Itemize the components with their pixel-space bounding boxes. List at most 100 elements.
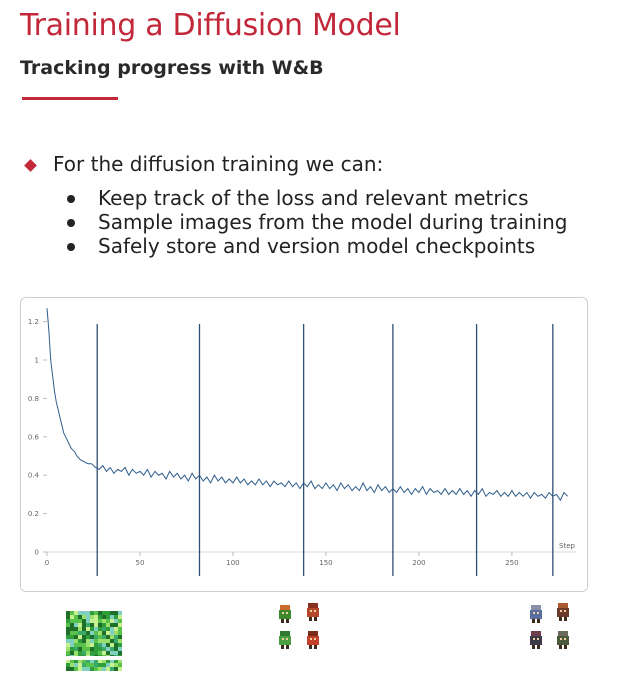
noise-pixel bbox=[78, 643, 82, 647]
noise-pixel bbox=[102, 647, 106, 651]
sub-bullet-text: Safely store and version model checkpoin… bbox=[98, 234, 536, 258]
sprite-character bbox=[280, 631, 290, 636]
sprite-character bbox=[532, 645, 535, 649]
sprite-character bbox=[530, 610, 542, 619]
slide-title: Training a Diffusion Model bbox=[20, 8, 401, 43]
noise-pixel bbox=[82, 667, 86, 671]
loss-series-line bbox=[46, 308, 569, 502]
noise-pixel bbox=[114, 643, 118, 647]
noise-pixel bbox=[78, 659, 82, 663]
noise-pixel bbox=[118, 631, 122, 635]
noise-pixel bbox=[78, 651, 82, 655]
noise-pixel bbox=[86, 615, 90, 619]
noise-pixel bbox=[114, 619, 118, 623]
sprite-character bbox=[309, 617, 312, 621]
noise-pixel bbox=[114, 623, 118, 627]
sprite-character bbox=[560, 638, 562, 640]
noise-pixel bbox=[102, 615, 106, 619]
sprite-character bbox=[314, 638, 316, 640]
noise-pixel bbox=[106, 631, 110, 635]
noise-pixel bbox=[66, 615, 70, 619]
noise-pixel bbox=[74, 639, 78, 643]
noise-pixel bbox=[110, 619, 114, 623]
sprite-character bbox=[314, 645, 317, 649]
noise-pixel bbox=[114, 639, 118, 643]
noise-pixel bbox=[90, 627, 94, 631]
noise-pixel bbox=[66, 643, 70, 647]
x-axis-label: Step bbox=[559, 542, 575, 550]
noise-pixel bbox=[106, 667, 110, 671]
sprite-character bbox=[532, 619, 535, 623]
noise-pixel bbox=[78, 647, 82, 651]
noise-pixel bbox=[110, 643, 114, 647]
noise-pixel bbox=[114, 635, 118, 639]
noise-pixel bbox=[74, 659, 78, 663]
noise-pixel bbox=[70, 615, 74, 619]
sprite-character bbox=[286, 645, 289, 649]
noise-pixel bbox=[82, 635, 86, 639]
sprite-character bbox=[537, 638, 539, 640]
noise-pixel bbox=[106, 647, 110, 651]
noise-pixel bbox=[94, 663, 98, 667]
video-progress-fill bbox=[0, 656, 633, 660]
sprite-character bbox=[564, 638, 566, 640]
noise-pixel bbox=[94, 643, 98, 647]
noise-pixel bbox=[82, 623, 86, 627]
sprite-character bbox=[564, 610, 566, 612]
noise-pixel bbox=[82, 631, 86, 635]
noise-pixel bbox=[102, 611, 106, 615]
noise-pixel bbox=[114, 631, 118, 635]
noise-pixel bbox=[110, 663, 114, 667]
list-item: Safely store and version model checkpoin… bbox=[58, 234, 578, 258]
noise-pixel bbox=[82, 659, 86, 663]
y-tick-label: 0.4 bbox=[28, 472, 40, 480]
noise-pixel bbox=[114, 615, 118, 619]
noise-pixel bbox=[90, 631, 94, 635]
noise-pixel bbox=[86, 651, 90, 655]
noise-pixel bbox=[102, 619, 106, 623]
noise-pixel bbox=[78, 619, 82, 623]
video-progress-bar[interactable] bbox=[0, 656, 633, 660]
noise-pixel bbox=[70, 627, 74, 631]
noise-pixel bbox=[102, 643, 106, 647]
noise-pixel bbox=[110, 627, 114, 631]
sprite-character bbox=[314, 610, 316, 612]
noise-pixel bbox=[82, 647, 86, 651]
noise-pixel bbox=[118, 635, 122, 639]
noise-pixel bbox=[90, 659, 94, 663]
noise-pixel bbox=[110, 635, 114, 639]
noise-pixel bbox=[110, 647, 114, 651]
noise-pixel bbox=[102, 659, 106, 663]
noise-pixel bbox=[114, 659, 118, 663]
x-tick-label: 50 bbox=[136, 559, 145, 567]
y-tick-label: 1 bbox=[35, 357, 39, 365]
noise-pixel bbox=[118, 647, 122, 651]
y-tick-label: 1.2 bbox=[28, 318, 39, 326]
sprite-character bbox=[557, 608, 569, 617]
noise-pixel bbox=[94, 623, 98, 627]
sprite-character bbox=[564, 645, 567, 649]
noise-pixel bbox=[66, 639, 70, 643]
noise-pixel bbox=[106, 619, 110, 623]
noise-pixel bbox=[110, 667, 114, 671]
noise-pixel bbox=[70, 651, 74, 655]
noise-pixel bbox=[86, 635, 90, 639]
noise-pixel bbox=[98, 627, 102, 631]
noise-pixel bbox=[82, 627, 86, 631]
x-tick-label: 0 bbox=[45, 559, 49, 567]
sub-bullet-text: Sample images from the model during trai… bbox=[98, 210, 568, 234]
sprite-character bbox=[282, 612, 284, 614]
noise-pixel bbox=[94, 619, 98, 623]
noise-pixel bbox=[82, 643, 86, 647]
noise-pixel bbox=[66, 659, 70, 663]
noise-pixel bbox=[94, 651, 98, 655]
title-underline bbox=[22, 97, 118, 100]
noise-pixel bbox=[74, 647, 78, 651]
noise-pixel bbox=[106, 663, 110, 667]
sprite-character bbox=[282, 638, 284, 640]
noise-pixel bbox=[98, 615, 102, 619]
noise-pixel bbox=[114, 611, 118, 615]
noise-pixel bbox=[86, 647, 90, 651]
noise-pixel bbox=[90, 623, 94, 627]
noise-pixel bbox=[98, 623, 102, 627]
